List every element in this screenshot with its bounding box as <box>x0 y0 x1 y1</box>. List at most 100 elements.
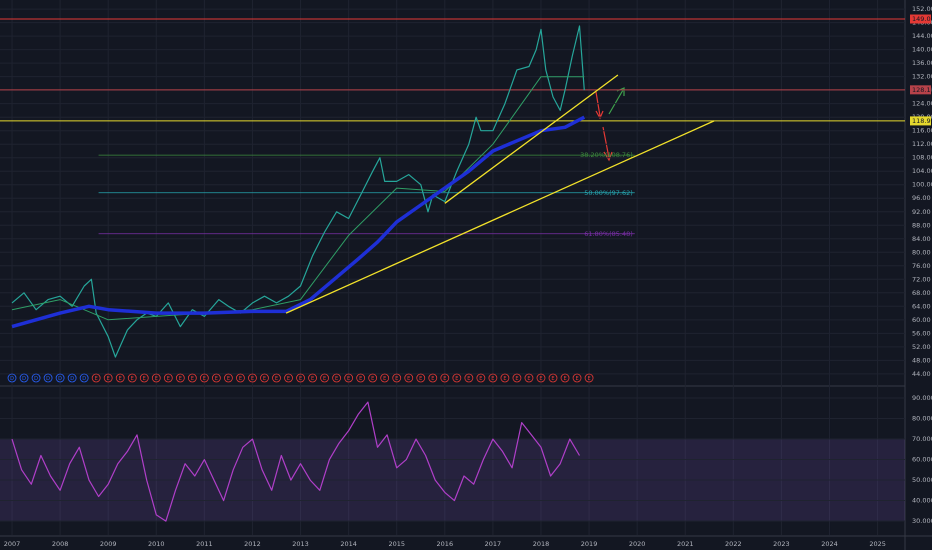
event-icon <box>308 373 317 383</box>
event-icon <box>416 373 426 383</box>
y-tick-label: 52.00 <box>912 343 931 351</box>
event-label: E <box>347 376 350 382</box>
x-tick-label: 2007 <box>4 540 21 548</box>
event-label: E <box>467 376 470 382</box>
event-label: E <box>587 376 590 382</box>
event-label: E <box>311 376 314 382</box>
y-tick-label: 70.0000 <box>912 435 932 443</box>
x-tick-label: 2023 <box>773 540 790 548</box>
event-icon <box>175 373 185 383</box>
event-label: D <box>34 376 38 382</box>
event-label: E <box>563 376 566 382</box>
y-tick-label: 40.0000 <box>912 497 932 505</box>
y-tick-label: 44.00 <box>912 370 931 378</box>
event-label: E <box>539 376 542 382</box>
event-label: E <box>251 376 254 382</box>
y-tick-label: 60.00 <box>912 316 931 324</box>
event-label: E <box>383 376 386 382</box>
event-icon <box>31 373 41 383</box>
price-tag <box>910 85 931 95</box>
y-tick-label: 64.00 <box>912 302 931 310</box>
fib-label: 61.80%(85.48) <box>584 230 632 238</box>
event-icon <box>404 373 414 383</box>
event-icon <box>272 373 281 383</box>
event-label: E <box>143 376 146 382</box>
arrow <box>602 126 613 162</box>
event-label: E <box>335 376 338 382</box>
x-tick-label: 2020 <box>629 540 646 548</box>
event-icon <box>7 373 17 383</box>
event-label: D <box>10 376 14 382</box>
price-tag <box>910 116 931 126</box>
x-tick-label: 2022 <box>725 540 742 548</box>
event-label: E <box>275 376 278 382</box>
y-tick-label: 84.00 <box>912 235 931 243</box>
y-tick-label: 72.00 <box>912 275 931 283</box>
event-icon <box>199 373 209 383</box>
event-label: E <box>431 376 434 382</box>
event-label: D <box>22 376 26 382</box>
y-tick-label: 30.0000 <box>912 517 932 525</box>
series-line <box>11 76 585 321</box>
x-tick-label: 2025 <box>869 540 886 548</box>
y-tick-label: 68.00 <box>912 289 931 297</box>
y-tick-label: 60.0000 <box>912 456 932 464</box>
event-label: E <box>215 376 218 382</box>
event-label: E <box>575 376 578 382</box>
event-label: E <box>131 376 134 382</box>
x-tick-label: 2018 <box>533 540 550 548</box>
y-tick-label: 76.00 <box>912 262 931 270</box>
x-tick-label: 2012 <box>244 540 261 548</box>
y-tick-label: 50.0000 <box>912 476 932 484</box>
x-tick-label: 2024 <box>821 540 838 548</box>
event-icon <box>392 373 402 383</box>
event-label: E <box>287 376 290 382</box>
event-label: D <box>58 376 62 382</box>
event-label: D <box>82 376 86 382</box>
x-tick-label: 2013 <box>292 540 309 548</box>
series-line <box>11 25 585 358</box>
event-icon <box>127 373 137 383</box>
series-line <box>11 115 586 329</box>
event-icon <box>476 373 486 383</box>
event-icon <box>211 373 221 383</box>
event-label: E <box>479 376 482 382</box>
y-tick-label: 80.0000 <box>912 415 932 423</box>
event-label: E <box>527 376 530 382</box>
event-icon <box>55 373 65 383</box>
event-icon <box>332 373 342 383</box>
event-label: E <box>395 376 398 382</box>
event-icon <box>344 373 354 383</box>
event-icon <box>79 373 89 383</box>
event-icon <box>536 373 546 383</box>
event-label: E <box>227 376 230 382</box>
event-icon <box>248 373 257 383</box>
y-tick-label: 116.00 <box>912 127 932 135</box>
event-icon <box>91 373 101 383</box>
trendline <box>444 74 619 204</box>
price-tag-label: 118.90 <box>912 117 932 125</box>
x-tick-label: 2009 <box>100 540 117 548</box>
y-tick-label: 136.00 <box>912 59 932 67</box>
event-icon <box>464 373 474 383</box>
event-label: E <box>503 376 506 382</box>
price-tag-label: 128.10 <box>912 86 932 94</box>
price-tag-label: 149.07 <box>912 15 932 23</box>
series-line <box>11 401 581 522</box>
event-label: E <box>455 376 458 382</box>
event-label: E <box>203 376 206 382</box>
event-label: E <box>239 376 242 382</box>
event-icon <box>296 373 305 383</box>
event-icon <box>151 373 161 383</box>
event-label: E <box>179 376 182 382</box>
event-icon <box>572 373 582 383</box>
event-icon <box>43 373 53 383</box>
event-icon <box>584 373 594 383</box>
trendline <box>285 120 715 314</box>
x-tick-label: 2017 <box>485 540 502 548</box>
y-tick-label: 104.00 <box>912 167 932 175</box>
event-icon <box>67 373 77 383</box>
y-tick-label: 80.00 <box>912 248 931 256</box>
